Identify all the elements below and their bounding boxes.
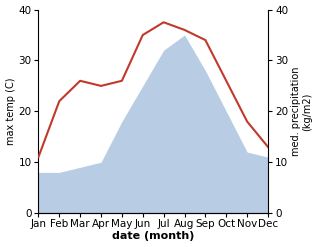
Y-axis label: med. precipitation
(kg/m2): med. precipitation (kg/m2) [291,67,313,156]
Y-axis label: max temp (C): max temp (C) [5,78,16,145]
X-axis label: date (month): date (month) [112,231,194,242]
